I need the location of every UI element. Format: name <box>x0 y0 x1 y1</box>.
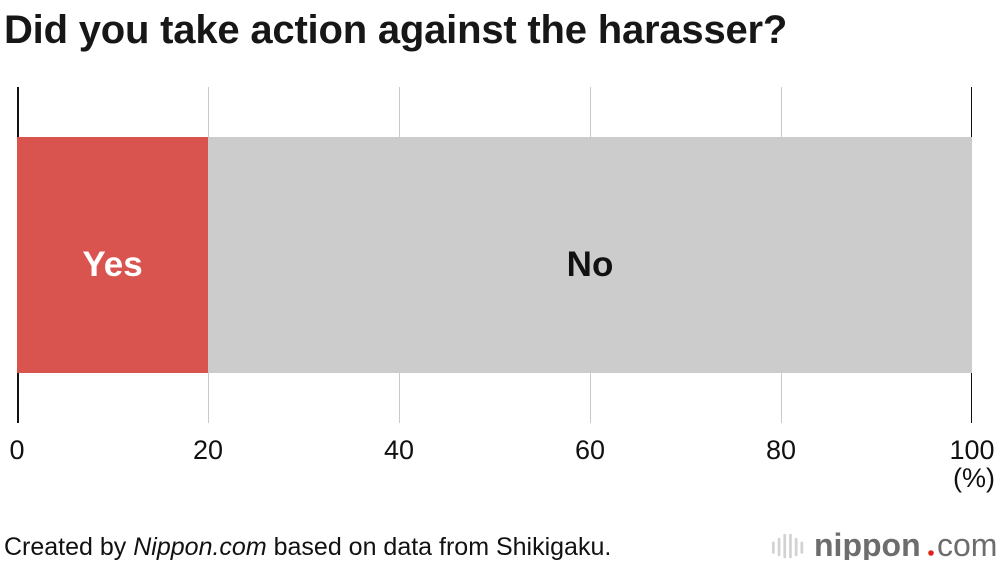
svg-text:com: com <box>937 527 997 560</box>
svg-text:nippon: nippon <box>814 527 921 560</box>
